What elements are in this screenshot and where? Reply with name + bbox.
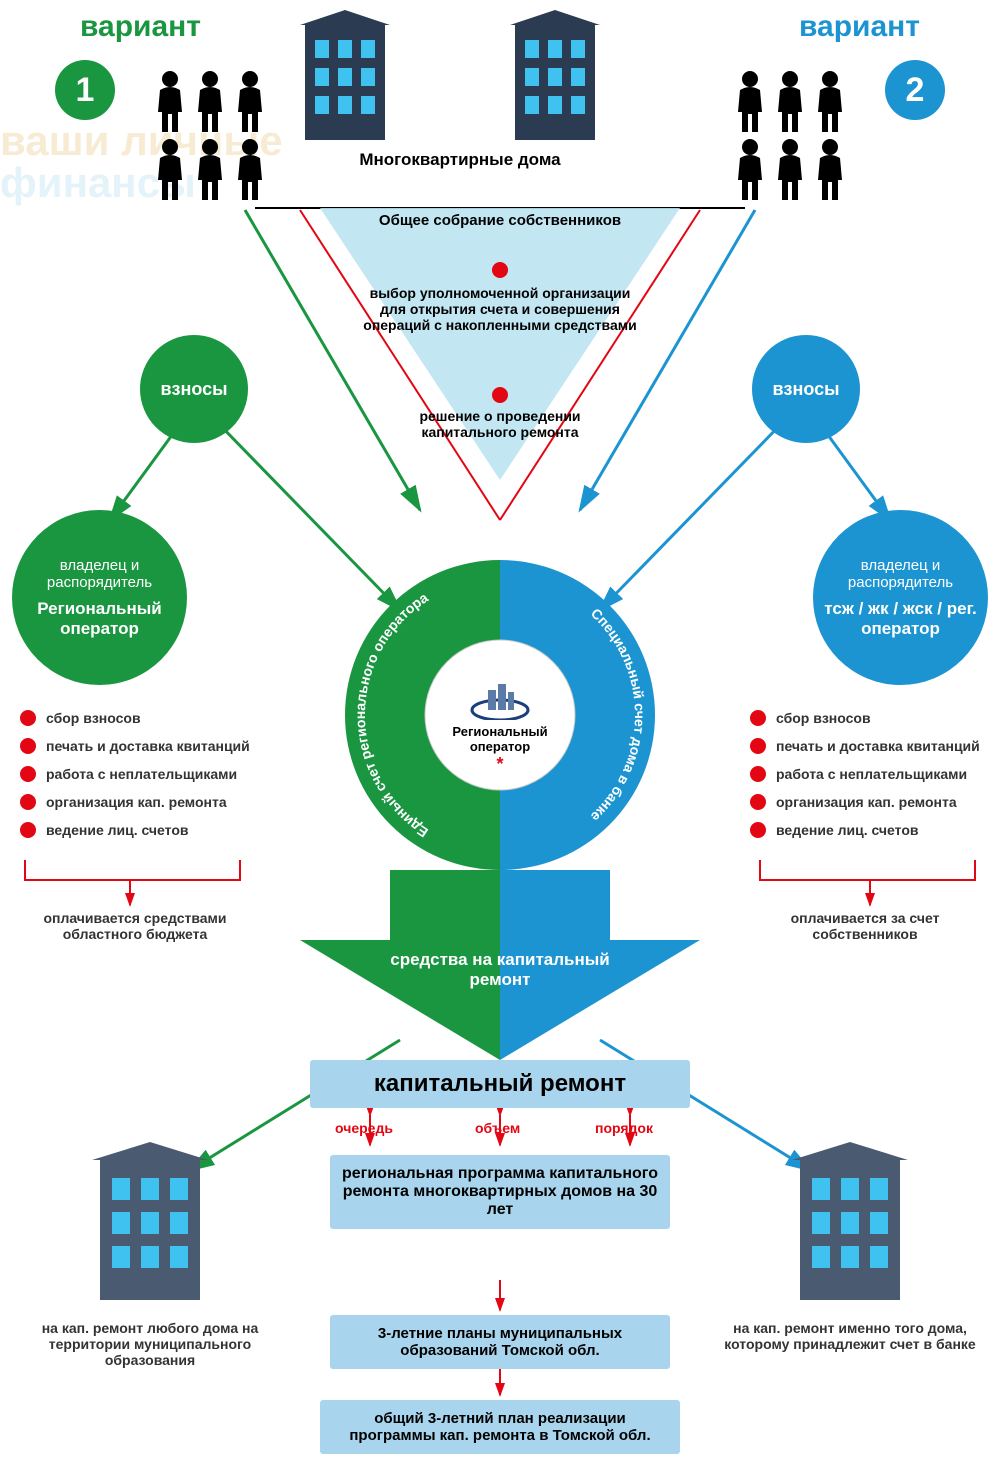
svg-text:Специальный счет дома в банке: Специальный счет дома в банке [588, 605, 648, 825]
bottom-note-right: на кап. ремонт именно того дома, котором… [710, 1320, 990, 1352]
owner-circle-right: владелец и распорядитель тсж / жк / жск … [813, 510, 988, 685]
box-kapremont: капитальный ремонт [310, 1060, 690, 1108]
buildings-label: Многоквартирные дома [335, 150, 585, 170]
ring-center: Региональный оператор * [435, 680, 565, 775]
owner-left-main: Региональный оператор [22, 599, 177, 639]
building-icon [290, 10, 400, 150]
building-icon [500, 10, 610, 150]
variant1-badge: 1 [55, 60, 115, 120]
bullets-left: сбор взносов печать и доставка квитанций… [20, 710, 250, 838]
arrow-label: средства на капитальный ремонт [370, 950, 630, 990]
paid-right: оплачивается за счет собственников [750, 910, 980, 942]
bullets-right: сбор взносов печать и доставка квитанций… [750, 710, 980, 838]
box-plan-all: общий 3-летний план реализации программы… [320, 1400, 680, 1454]
paid-left: оплачивается средствами областного бюдже… [20, 910, 250, 942]
box-program: региональная программа капитального ремо… [330, 1155, 670, 1229]
label-poryadok: порядок [595, 1120, 653, 1136]
fees-circle-right: взносы [752, 335, 860, 443]
people-right [715, 70, 865, 202]
owner-right-main: тсж / жк / жск / рег. оператор [823, 599, 978, 639]
label-obyom: объем [475, 1120, 520, 1136]
building-icon [780, 1140, 920, 1310]
label-ochered: очередь [335, 1120, 393, 1136]
variant1-title: вариант [80, 10, 201, 44]
meeting-item2: решение о проведении капитального ремонт… [380, 408, 620, 440]
owner-left-top: владелец и распорядитель [22, 557, 177, 591]
owner-right-top: владелец и распорядитель [823, 557, 978, 591]
svg-text:Единый счет регионального опер: Единый счет регионального оператора [352, 589, 431, 841]
people-left [135, 70, 285, 202]
owner-circle-left: владелец и распорядитель Региональный оп… [12, 510, 187, 685]
bottom-note-left: на кап. ремонт любого дома на территории… [10, 1320, 290, 1368]
variant2-badge: 2 [885, 60, 945, 120]
variant2-title: вариант [799, 10, 920, 44]
building-icon [80, 1140, 220, 1310]
box-plans3: 3-летние планы муниципальных образований… [330, 1315, 670, 1369]
fees-circle-left: взносы [140, 335, 248, 443]
meeting-title: Общее собрание собственников [370, 212, 630, 229]
meeting-item1: выбор уполномоченной организации для отк… [360, 285, 640, 333]
